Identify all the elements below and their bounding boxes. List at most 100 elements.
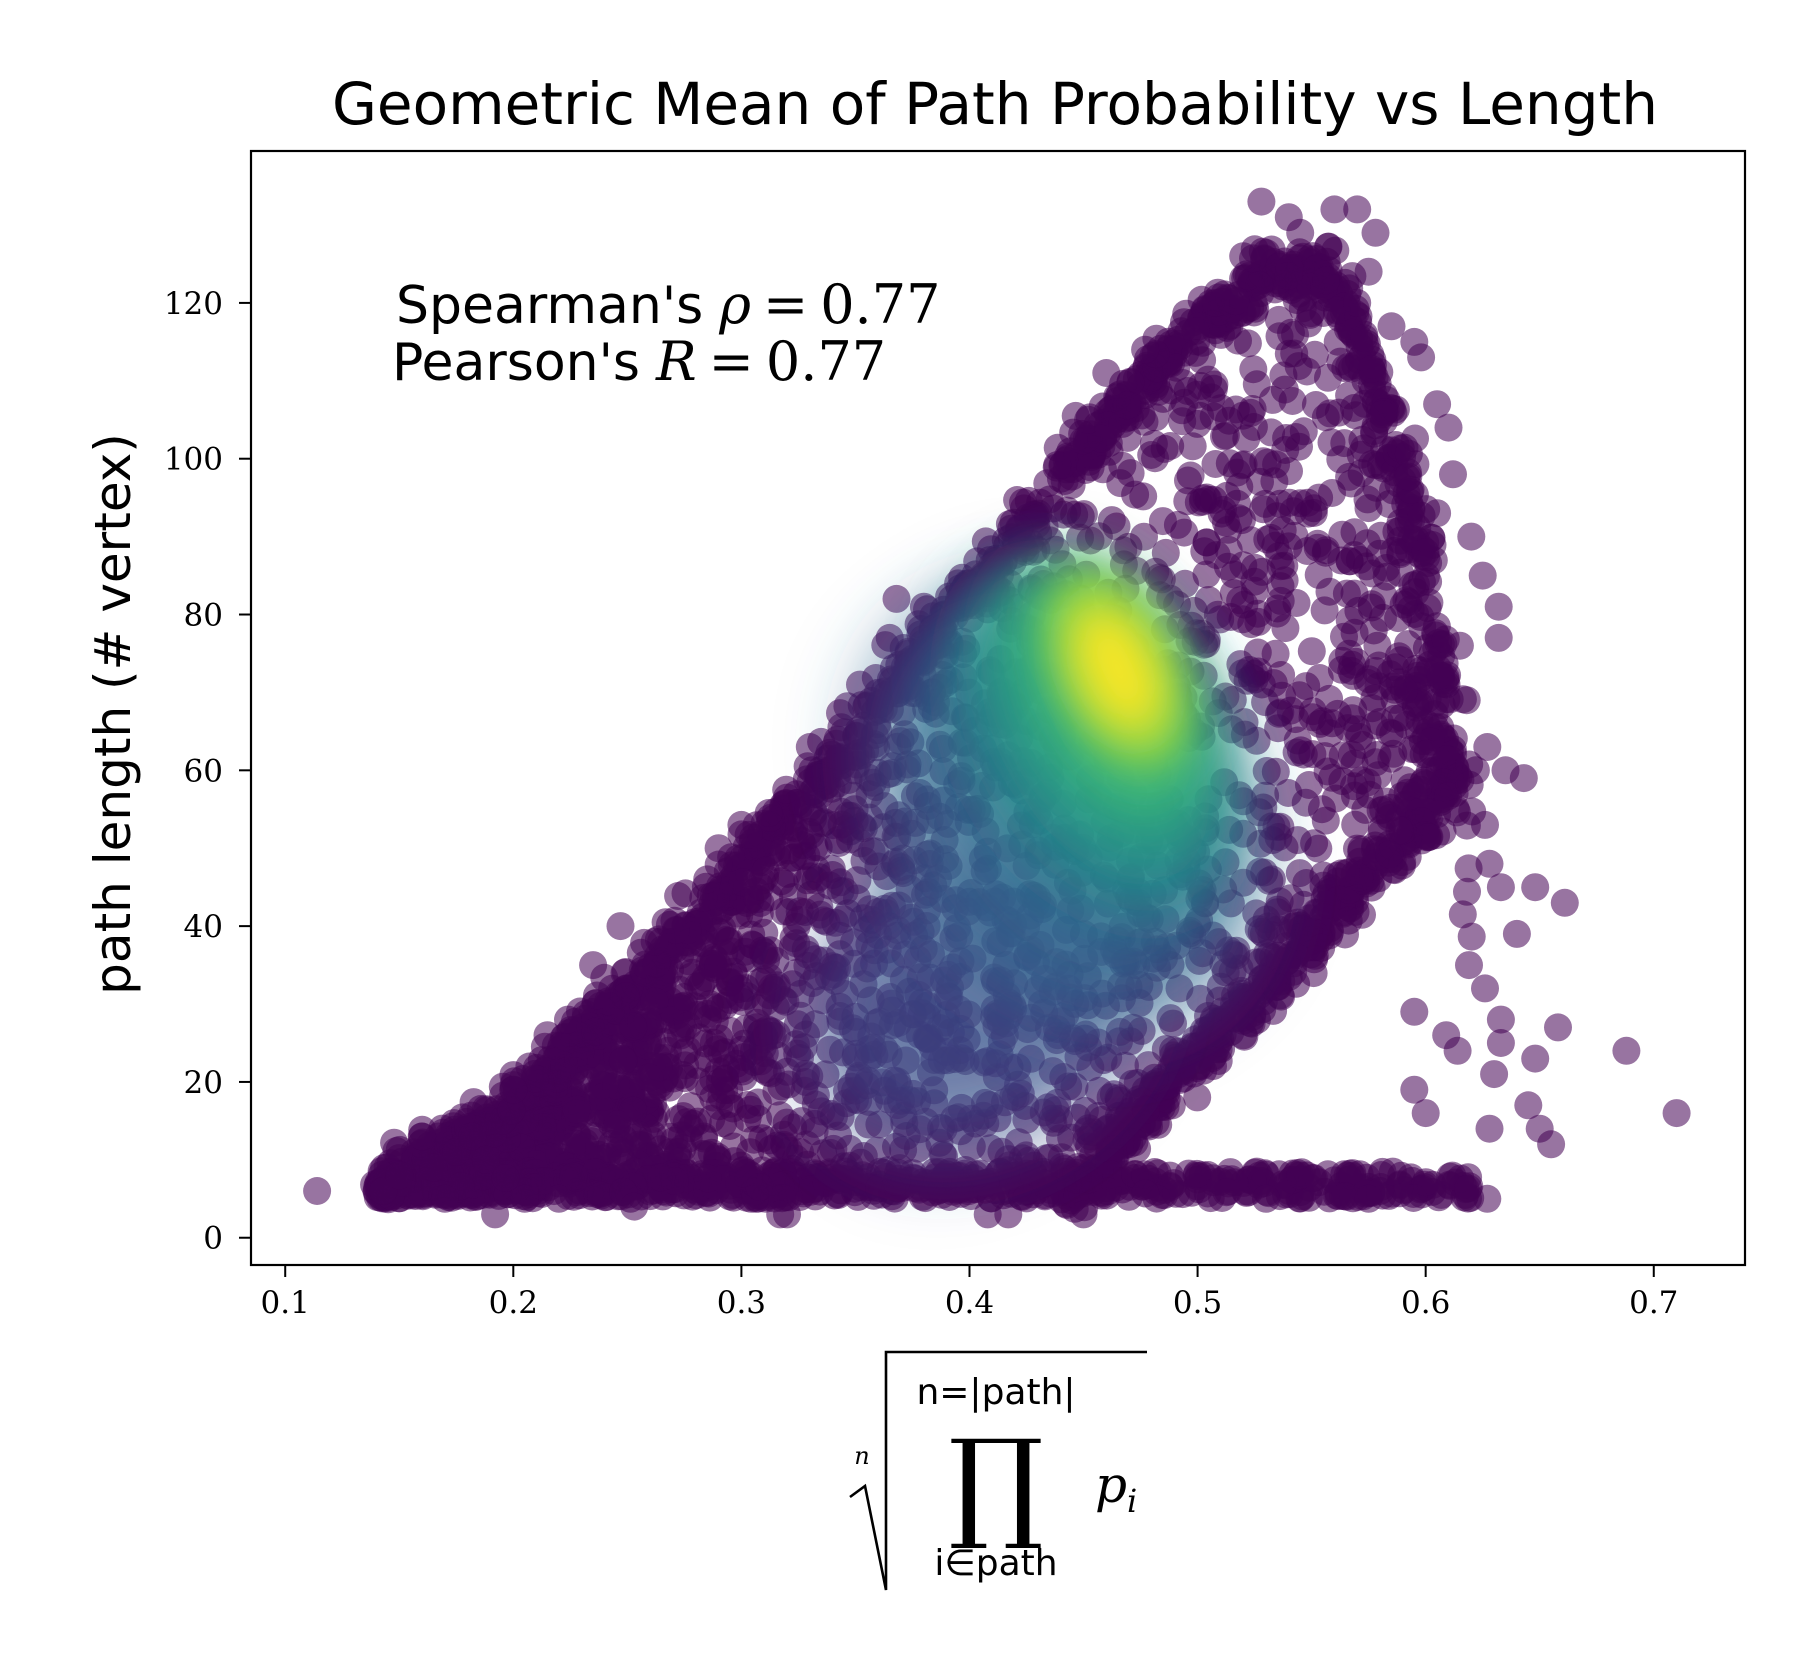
scatter-point (1255, 866, 1284, 895)
scatter-point (1394, 439, 1423, 468)
scatter-point (491, 1164, 520, 1192)
scatter-point (603, 1110, 632, 1139)
scatter-point (973, 1200, 1002, 1229)
scatter-point (1286, 1161, 1315, 1190)
scatter-point (647, 1163, 676, 1192)
scatter-point (510, 1184, 539, 1213)
scatter-point (579, 951, 608, 980)
scatter-point (1389, 676, 1418, 705)
scatter-point (458, 1122, 487, 1151)
x-axis-label: n n=|path| ∏ i∈path pi (849, 1350, 1147, 1591)
scatter-point (757, 1135, 786, 1163)
scatter-point (1286, 218, 1315, 247)
scatter-point (640, 927, 669, 956)
scatter-point (1199, 485, 1228, 514)
scatter-point (1261, 639, 1290, 668)
upper-limit: n=|path| (916, 1372, 1075, 1413)
scatter-point (1332, 859, 1360, 888)
scatter-point (1662, 1099, 1691, 1128)
x-tick-label: 0.3 (717, 1285, 766, 1321)
scatter-point (1274, 262, 1303, 290)
scatter-point (1075, 1165, 1104, 1194)
spearman-label: Spearman's (396, 276, 703, 336)
x-axis: 0.1 0.2 0.3 0.4 0.5 0.6 0.7 (261, 1265, 1678, 1321)
scatter-point (1317, 428, 1346, 457)
scatter-point (1201, 450, 1230, 478)
scatter-point (1340, 772, 1368, 801)
scatter-point (1509, 764, 1538, 793)
scatter-point (606, 912, 635, 941)
scatter-point (1227, 506, 1256, 535)
scatter-point (1131, 335, 1160, 364)
scatter-point (1199, 402, 1228, 431)
spearman-symbol: ρ (718, 273, 751, 336)
spearman-annotation: Spearman's ρ = 0.77 (396, 273, 940, 336)
scatter-point (1076, 1122, 1105, 1151)
y-tick-label: 100 (164, 442, 223, 478)
scatter-point (775, 898, 804, 927)
scatter-point (1314, 232, 1343, 261)
scatter-point (430, 1184, 459, 1213)
scatter-point (481, 1200, 510, 1229)
x-tick-label: 0.1 (261, 1285, 310, 1321)
scatter-point (1484, 623, 1513, 652)
scatter-point (1320, 195, 1349, 224)
scatter-point (748, 936, 777, 965)
scatter-point (670, 983, 698, 1011)
scatter-point (1183, 1159, 1211, 1188)
scatter-point (1232, 424, 1261, 453)
scatter-point (1323, 699, 1352, 728)
x-tick-label: 0.4 (945, 1285, 994, 1321)
scatter-point (693, 1164, 722, 1193)
scatter-point (1089, 455, 1117, 484)
scatter-point (828, 751, 856, 780)
scatter-point (1041, 535, 1070, 564)
scatter-point (1400, 1075, 1429, 1104)
scatter-point (533, 1021, 562, 1050)
scatter-point (728, 868, 757, 897)
scatter-point (602, 1071, 631, 1100)
scatter-point (1223, 458, 1251, 487)
scatter-point (1251, 781, 1280, 810)
scatter-point (1341, 810, 1370, 839)
scatter-point (1213, 552, 1242, 581)
scatter-point (1368, 400, 1397, 429)
scatter-point (1236, 398, 1265, 427)
scatter-point (766, 1200, 795, 1229)
scatter-point (1247, 187, 1276, 216)
scatter-point (1475, 849, 1504, 878)
scatter-point (635, 1063, 664, 1092)
scatter-point (1389, 590, 1418, 619)
scatter-point (1273, 947, 1301, 976)
scatter-point (1385, 816, 1414, 845)
scatter-point (1183, 1083, 1212, 1112)
scatter-point (800, 833, 829, 862)
scatter-point (827, 713, 856, 742)
scatter-point (581, 1017, 610, 1046)
scatter-point (966, 1159, 994, 1188)
chart-title: Geometric Mean of Path Probability vs Le… (332, 70, 1658, 138)
scatter-point (1141, 444, 1169, 473)
scatter-point (1170, 518, 1199, 547)
scatter-point (1354, 494, 1383, 523)
x-tick-label: 0.7 (1629, 1285, 1678, 1321)
scatter-point (1178, 432, 1207, 461)
scatter-point (1357, 355, 1386, 383)
product-term: pi (1095, 1456, 1137, 1520)
scatter-point (1181, 338, 1210, 367)
scatter-point (1612, 1036, 1641, 1065)
spearman-equals: = (763, 273, 808, 336)
scatter-point (1300, 340, 1329, 369)
scatter-point (1257, 418, 1286, 447)
scatter-point (1112, 391, 1141, 420)
scatter-point (1310, 596, 1339, 625)
scatter-point (1274, 532, 1303, 561)
scatter-point (497, 1096, 526, 1125)
scatter-point (1484, 592, 1513, 621)
density-region (1070, 603, 1165, 735)
scatter-point (1439, 460, 1467, 489)
scatter-point (1092, 359, 1121, 387)
scatter-point (795, 733, 824, 761)
scatter-point (733, 1104, 762, 1133)
